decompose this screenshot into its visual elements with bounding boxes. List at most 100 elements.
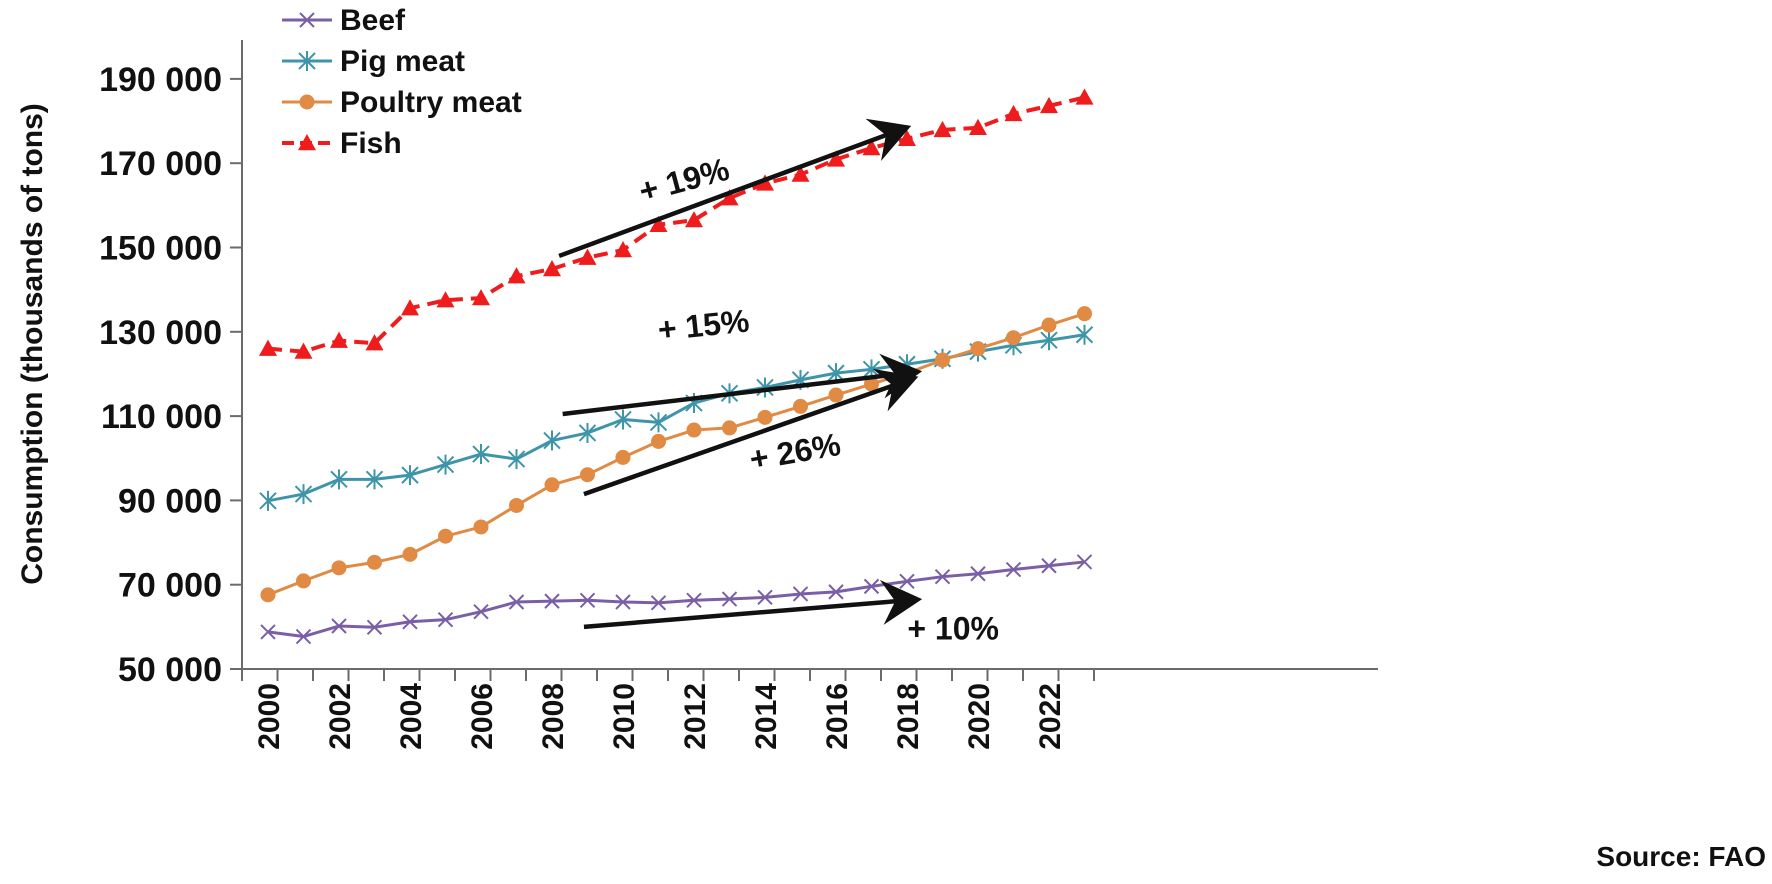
- data-point: [793, 398, 808, 414]
- data-point: [294, 484, 313, 505]
- y-tick-label: 150 000: [99, 230, 222, 268]
- data-point: [792, 586, 809, 602]
- data-point: [935, 352, 950, 368]
- data-point: [685, 211, 703, 228]
- data-point: [1040, 330, 1058, 351]
- legend-marker: [299, 94, 315, 110]
- data-point: [402, 614, 418, 630]
- data-point: [401, 299, 419, 316]
- data-point: [507, 449, 526, 470]
- data-point: [365, 469, 384, 490]
- data-point: [1077, 306, 1092, 322]
- data-point: [1005, 561, 1022, 578]
- data-point: [509, 497, 524, 513]
- data-point: [863, 578, 880, 595]
- x-tick-label: 2020: [963, 683, 996, 750]
- data-point: [366, 619, 383, 635]
- data-point: [436, 454, 455, 475]
- arrow-line: [562, 353, 923, 417]
- x-tick-label: 2006: [466, 683, 499, 750]
- data-point: [722, 420, 737, 436]
- legend-label: Poultry meat: [340, 86, 522, 119]
- data-point: [330, 331, 348, 348]
- data-point: [898, 129, 916, 146]
- data-point: [934, 568, 951, 585]
- data-point: [756, 174, 774, 191]
- annotation-label: + 19%: [635, 151, 733, 209]
- trend-arrow: + 19%: [558, 118, 912, 259]
- legend-marker: [298, 134, 316, 151]
- data-point: [331, 560, 347, 576]
- x-tick-label: 2016: [821, 683, 854, 750]
- x-tick-label: 2014: [750, 683, 783, 750]
- data-point: [649, 215, 668, 232]
- data-point: [827, 150, 845, 167]
- y-tick-label: 110 000: [101, 398, 222, 436]
- annotation-label: + 15%: [656, 302, 751, 347]
- arrow-line: [583, 368, 919, 497]
- series-poultry-meat: [260, 306, 1092, 603]
- legend-marker: [298, 51, 316, 71]
- data-point: [472, 444, 490, 465]
- data-point: [578, 248, 597, 265]
- data-point: [579, 592, 596, 609]
- x-tick-label: 2010: [608, 683, 641, 750]
- data-point: [615, 449, 631, 465]
- data-point: [933, 120, 952, 138]
- data-point: [828, 584, 844, 600]
- data-point: [649, 412, 668, 433]
- data-point: [330, 469, 348, 490]
- data-point: [401, 465, 419, 486]
- legend-label: Fish: [340, 127, 402, 160]
- data-point: [1075, 324, 1094, 345]
- legend-label: Pig meat: [340, 45, 465, 78]
- data-point: [791, 165, 810, 182]
- data-point: [473, 603, 489, 620]
- y-axis-label: Consumption (thousands of tons): [16, 103, 49, 585]
- x-tick-label: 2012: [679, 683, 712, 750]
- data-point: [472, 289, 490, 306]
- data-point: [720, 189, 739, 206]
- y-tick-label: 70 000: [118, 567, 222, 605]
- legend-marker: [299, 12, 315, 28]
- data-point: [436, 291, 455, 308]
- trend-arrow: + 26%: [583, 368, 919, 497]
- data-point: [614, 409, 632, 430]
- y-tick-label: 190 000: [99, 61, 222, 99]
- legend-item: Pig meat: [282, 45, 465, 78]
- data-point: [544, 477, 560, 493]
- data-point: [686, 422, 702, 438]
- data-point: [615, 594, 631, 610]
- data-point: [970, 566, 986, 582]
- data-point: [437, 611, 454, 628]
- data-point: [1076, 554, 1093, 570]
- source-label: Source: FAO: [1596, 841, 1766, 872]
- data-point: [969, 118, 987, 135]
- data-point: [294, 342, 313, 359]
- data-point: [757, 409, 773, 425]
- x-tick-label: 2000: [253, 683, 286, 750]
- series-line: [267, 560, 1085, 639]
- data-point: [1075, 88, 1094, 105]
- data-point: [402, 546, 418, 562]
- series-fish: [259, 88, 1094, 359]
- x-tick-label: 2022: [1034, 683, 1067, 750]
- data-point: [260, 587, 276, 603]
- data-point: [296, 573, 311, 589]
- y-tick-label: 130 000: [99, 314, 222, 352]
- data-point: [970, 341, 986, 357]
- arrow-line: [583, 579, 923, 630]
- data-point: [828, 387, 844, 403]
- data-point: [1006, 330, 1021, 346]
- data-point: [473, 519, 489, 535]
- x-tick-label: 2004: [395, 683, 428, 750]
- data-point: [543, 259, 561, 277]
- y-tick-label: 50 000: [118, 651, 222, 689]
- data-point: [1041, 317, 1057, 333]
- data-point: [259, 490, 277, 511]
- data-point: [650, 595, 667, 611]
- data-point: [614, 241, 632, 258]
- data-point: [757, 589, 773, 606]
- data-point: [544, 593, 560, 609]
- legend-item: Fish: [282, 127, 402, 160]
